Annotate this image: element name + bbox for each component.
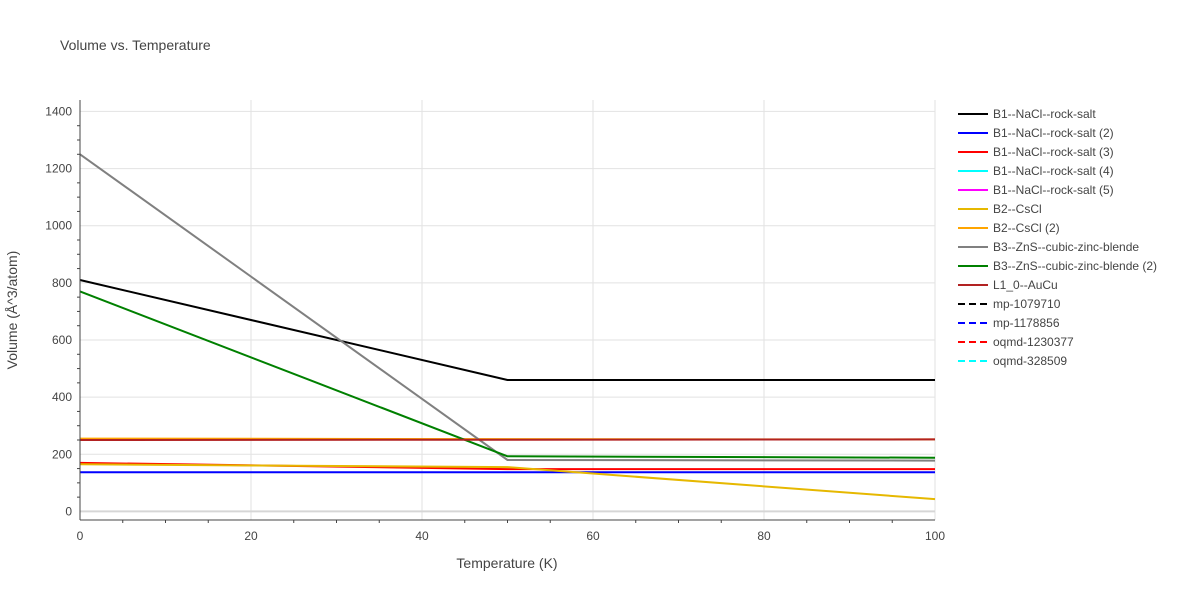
y-tick-label: 1200: [45, 162, 72, 176]
y-tick-label: 400: [52, 390, 72, 404]
grid-lines: [80, 100, 936, 520]
y-tick-label: 0: [65, 504, 72, 518]
legend-label: B3--ZnS--cubic-zinc-blende: [993, 240, 1139, 254]
legend-label: B1--NaCl--rock-salt: [993, 107, 1096, 121]
chart-title: Volume vs. Temperature: [60, 37, 211, 53]
series-line: [79, 279, 935, 381]
x-tick-label: 100: [925, 529, 945, 543]
series-line: [79, 463, 936, 501]
legend-label: oqmd-328509: [993, 354, 1067, 368]
x-tick-label: 80: [757, 529, 771, 543]
series-line: [79, 290, 936, 459]
x-tick-label: 60: [586, 529, 600, 543]
y-axis-title: Volume (Å^3/atom): [4, 251, 20, 370]
series-lines: [79, 153, 936, 501]
legend-label: B2--CsCl: [993, 202, 1042, 216]
legend-label: B1--NaCl--rock-salt (2): [993, 126, 1114, 140]
x-axis-title: Temperature (K): [456, 555, 557, 571]
legend-label: B3--ZnS--cubic-zinc-blende (2): [993, 259, 1157, 273]
series-line: [79, 153, 936, 462]
x-tick-label: 0: [77, 529, 84, 543]
legend-label: mp-1079710: [993, 297, 1061, 311]
legend-label: oqmd-1230377: [993, 335, 1074, 349]
legend-label: B1--NaCl--rock-salt (3): [993, 145, 1114, 159]
legend-label: mp-1178856: [993, 316, 1060, 330]
y-tick-label: 200: [52, 447, 72, 461]
y-tick-label: 600: [52, 333, 72, 347]
y-tick-label: 1000: [45, 219, 72, 233]
legend-label: B1--NaCl--rock-salt (5): [993, 183, 1114, 197]
legend-label: B2--CsCl (2): [993, 221, 1060, 235]
legend-label: B1--NaCl--rock-salt (4): [993, 164, 1114, 178]
legend-label: L1_0--AuCu: [993, 278, 1058, 292]
x-tick-label: 20: [244, 529, 258, 543]
y-tick-label: 800: [52, 276, 72, 290]
legend: B1--NaCl--rock-salt B1--NaCl--rock-salt (…: [958, 107, 1157, 368]
series-line: [79, 438, 936, 441]
y-tick-label: 1400: [45, 104, 72, 118]
x-tick-label: 40: [415, 529, 429, 543]
